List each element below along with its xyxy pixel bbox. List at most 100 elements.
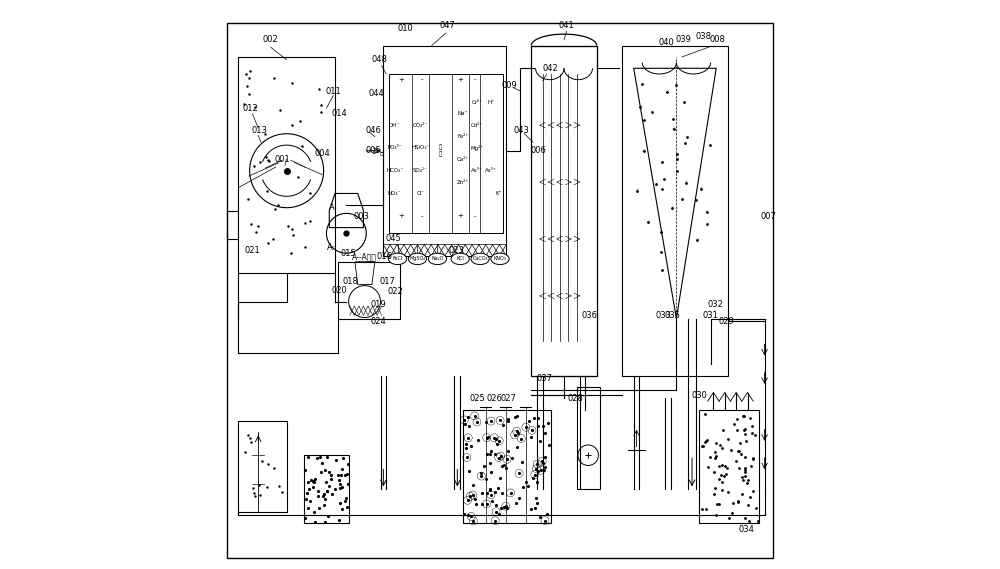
Text: 039: 039: [676, 35, 692, 44]
Text: HCO₃⁻: HCO₃⁻: [386, 168, 403, 173]
Text: 037: 037: [536, 374, 552, 383]
Text: 021: 021: [245, 246, 260, 255]
Bar: [338, 262, 400, 319]
Text: 014: 014: [331, 109, 347, 118]
Text: 034: 034: [738, 525, 754, 534]
Text: 001: 001: [275, 155, 291, 164]
Text: 019: 019: [371, 300, 387, 309]
Ellipse shape: [451, 253, 469, 265]
Text: PO₄³⁻: PO₄³⁻: [387, 146, 402, 150]
Text: Fe²⁺: Fe²⁺: [457, 134, 469, 139]
Text: Cr⁶⁺: Cr⁶⁺: [472, 100, 483, 105]
Text: ✓: ✓: [659, 230, 663, 234]
Text: ✓: ✓: [699, 187, 702, 191]
Text: KCl: KCl: [456, 257, 464, 261]
Bar: [383, 46, 506, 256]
Bar: [389, 74, 503, 233]
Text: As⁵⁺: As⁵⁺: [485, 168, 497, 173]
Text: ✓: ✓: [670, 207, 674, 211]
Text: 017: 017: [379, 277, 395, 286]
Text: 025: 025: [470, 394, 486, 403]
Text: 007: 007: [761, 212, 777, 221]
Text: 022: 022: [388, 287, 404, 296]
Text: 030: 030: [692, 391, 708, 400]
Text: KNO₃: KNO₃: [494, 257, 506, 261]
Bar: [531, 46, 597, 376]
Text: 012: 012: [243, 104, 259, 113]
Text: 011: 011: [325, 86, 341, 96]
Text: ✓: ✓: [635, 189, 639, 193]
Text: +: +: [457, 77, 463, 83]
Text: ✓: ✓: [638, 105, 642, 109]
Text: NO₃⁻: NO₃⁻: [388, 191, 401, 196]
Text: +: +: [398, 77, 404, 83]
Ellipse shape: [408, 253, 427, 265]
Text: MgSO₄: MgSO₄: [409, 257, 426, 261]
Text: 048: 048: [371, 55, 387, 64]
Text: ✓: ✓: [665, 90, 669, 94]
Text: 033: 033: [656, 311, 672, 320]
Bar: [383, 244, 506, 256]
Text: 045: 045: [386, 234, 401, 244]
Bar: [699, 410, 759, 523]
Bar: [577, 387, 600, 489]
Text: ✓: ✓: [646, 220, 650, 224]
Text: 040: 040: [659, 38, 675, 47]
Text: Mg²⁺: Mg²⁺: [471, 145, 484, 151]
Text: 006: 006: [530, 146, 546, 155]
Text: 035: 035: [664, 311, 680, 320]
Text: ✓: ✓: [695, 238, 698, 242]
Ellipse shape: [491, 253, 509, 265]
Text: 015: 015: [340, 249, 356, 258]
Ellipse shape: [388, 253, 407, 265]
Text: 016: 016: [377, 251, 392, 261]
Text: 027: 027: [501, 394, 516, 403]
Text: H⁺: H⁺: [487, 100, 494, 105]
Text: +: +: [398, 213, 404, 219]
Text: ✓: ✓: [685, 180, 688, 184]
Text: ✓: ✓: [676, 157, 679, 161]
Text: 010: 010: [397, 24, 413, 33]
Text: +: +: [457, 213, 463, 219]
Text: 008: 008: [710, 35, 726, 44]
Text: 046: 046: [366, 126, 382, 135]
Text: Cd²⁺: Cd²⁺: [471, 123, 483, 127]
Text: 032: 032: [708, 300, 724, 309]
Bar: [238, 57, 335, 273]
Text: 043: 043: [514, 126, 530, 135]
Text: 023: 023: [448, 246, 464, 255]
Text: A--A剖视: A--A剖视: [352, 253, 377, 262]
Ellipse shape: [471, 253, 489, 265]
Text: 036: 036: [582, 311, 598, 320]
Text: ✓: ✓: [705, 210, 708, 215]
Bar: [304, 455, 349, 523]
Text: 024: 024: [371, 317, 387, 326]
Text: 002: 002: [263, 35, 279, 44]
Text: 003: 003: [354, 212, 370, 221]
Bar: [463, 410, 551, 523]
Text: 042: 042: [542, 64, 558, 73]
Text: 光
源: 光 源: [439, 145, 442, 157]
Text: A⁻: A⁻: [327, 243, 337, 252]
Text: A: A: [329, 203, 335, 212]
Text: Na⁺: Na⁺: [458, 112, 468, 116]
Text: 044: 044: [369, 89, 384, 98]
Text: FeCl: FeCl: [392, 257, 403, 261]
Text: 038: 038: [696, 32, 712, 42]
Text: 013: 013: [251, 126, 267, 135]
Text: Na₂O: Na₂O: [431, 257, 444, 261]
Text: -: -: [420, 213, 423, 219]
Text: SO₄²⁻: SO₄²⁻: [413, 168, 428, 173]
Text: K⁺: K⁺: [495, 191, 501, 196]
Text: 028: 028: [568, 394, 584, 403]
Text: As³⁺: As³⁺: [471, 168, 483, 173]
Bar: [238, 421, 287, 512]
Text: 005: 005: [366, 146, 382, 155]
Text: 009: 009: [501, 81, 517, 90]
Text: CaCO₃: CaCO₃: [472, 257, 488, 261]
Text: -: -: [474, 77, 476, 83]
Text: DC: DC: [381, 147, 386, 155]
Text: 041: 041: [559, 21, 574, 30]
Text: ✓: ✓: [672, 127, 675, 131]
Text: 031: 031: [702, 311, 718, 320]
